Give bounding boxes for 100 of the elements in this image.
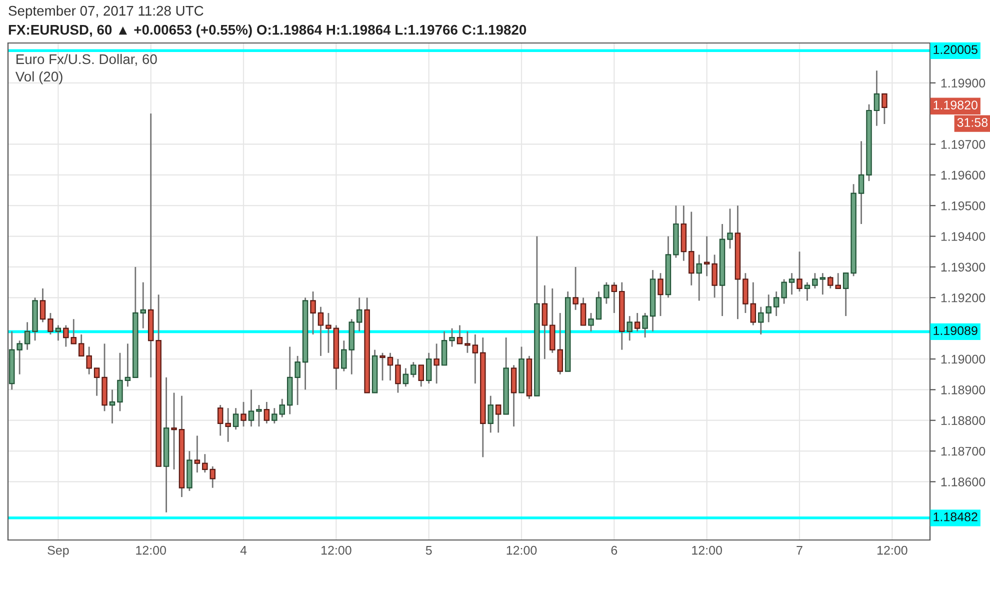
x-tick-label: 5 — [426, 546, 432, 555]
ref-line-label: 1.18482 — [934, 512, 978, 522]
candlestick — [858, 140, 864, 225]
x-tick-label: 12:00 — [321, 546, 352, 555]
candlestick — [688, 211, 694, 286]
candlestick — [124, 342, 131, 388]
y-tick-label: 1.19900 — [941, 78, 986, 88]
candlestick — [78, 334, 84, 357]
candlestick — [16, 340, 22, 376]
candlestick — [874, 70, 880, 127]
candlestick — [634, 312, 640, 332]
candlestick — [109, 388, 116, 424]
x-tick-label: 12:00 — [692, 546, 722, 555]
candlestick — [194, 434, 200, 474]
candlestick — [696, 254, 702, 302]
candlestick — [596, 290, 602, 320]
candlestick — [542, 284, 548, 360]
x-tick-label: 12:00 — [877, 546, 908, 555]
candlestick — [727, 208, 733, 250]
candlestick — [750, 282, 756, 326]
candlestick — [588, 312, 594, 332]
candlestick — [48, 312, 54, 336]
candlestick — [341, 340, 347, 372]
y-tick-label: 1.18800 — [941, 416, 986, 426]
candlestick — [626, 315, 632, 342]
text: 31:58 — [957, 118, 988, 127]
x-tick-label: 4 — [240, 546, 247, 555]
candlestick — [272, 407, 278, 424]
candlestick — [86, 346, 92, 376]
text: 1.19820 — [934, 100, 978, 110]
candlestick — [217, 404, 224, 436]
candlestick — [402, 368, 409, 388]
candlestick — [426, 352, 432, 384]
candlestick — [232, 407, 239, 430]
candlestick — [171, 392, 177, 470]
candlestick — [464, 330, 470, 354]
candlestick — [788, 272, 795, 296]
candlestick — [410, 361, 416, 378]
candlestick — [94, 368, 100, 397]
candlestick — [773, 290, 780, 317]
y-tick-label: 1.19200 — [941, 293, 986, 302]
y-tick-label: 1.18700 — [941, 446, 986, 456]
candlestick — [418, 364, 424, 388]
chart-title: September 07, 2017 11:28 UTC — [8, 6, 204, 18]
candlestick — [326, 312, 332, 354]
candlestick — [70, 318, 77, 344]
x-tick-label: 6 — [611, 546, 618, 555]
candlestick — [395, 358, 401, 394]
candlestick — [210, 466, 216, 489]
candlestick — [55, 324, 62, 342]
candlestick — [642, 312, 648, 338]
y-tick-label: 1.19500 — [941, 201, 986, 210]
annotation: Euro Fx/U.S. Dollar, 60 — [16, 54, 157, 66]
candlestick — [812, 272, 818, 290]
candlestick — [781, 278, 787, 304]
candlestick — [356, 296, 362, 332]
candlestick — [117, 352, 123, 412]
candlestick — [279, 398, 285, 418]
candlestick — [611, 282, 618, 314]
candlestick — [495, 404, 502, 434]
candlestick — [225, 407, 231, 443]
annotation: Vol (20) — [15, 71, 62, 84]
ref-line-label: 1.19089 — [934, 326, 978, 336]
y-tick-label: 1.18900 — [941, 385, 986, 394]
y-tick-label: 1.19300 — [941, 262, 986, 272]
x-tick-label: Sep — [48, 546, 69, 558]
candlestick — [449, 328, 455, 348]
candlestick — [387, 352, 394, 382]
candlestick — [264, 401, 270, 424]
candlestick — [488, 395, 494, 434]
candlestick — [472, 334, 478, 384]
y-tick-label: 1.19700 — [941, 140, 986, 149]
candlestick — [310, 290, 316, 336]
x-tick-label: 12:00 — [506, 546, 537, 555]
candlestick — [572, 266, 578, 311]
candlestick — [712, 254, 718, 298]
candlestick — [63, 324, 69, 348]
y-tick-label: 1.18600 — [941, 478, 986, 486]
x-tick-label: 7 — [796, 546, 802, 555]
candlestick — [580, 296, 586, 326]
candlestick — [820, 272, 826, 296]
candlestick — [796, 250, 802, 292]
y-tick-label: 1.19000 — [941, 354, 986, 364]
candlestick — [882, 93, 888, 125]
candlestick — [256, 404, 262, 428]
candlestick — [380, 352, 386, 382]
candlestick — [248, 388, 254, 428]
candlestick — [318, 306, 324, 357]
candlestick — [704, 236, 710, 277]
candlestick — [842, 272, 849, 317]
chart-subtitle: FX:EURUSD, 60 ▲ +0.00653 (+0.55%) O:1.19864 H:1.19864 L:1.19766 C:1.19820 — [8, 24, 526, 38]
candlestick — [434, 342, 440, 384]
candlestick — [294, 355, 300, 406]
candlestick — [240, 401, 246, 428]
y-tick-label: 1.19400 — [941, 232, 986, 241]
candlestick — [804, 282, 810, 302]
candlestick — [658, 272, 664, 317]
candlestick — [456, 324, 463, 344]
candlestick — [24, 321, 30, 350]
candlestick — [40, 288, 46, 323]
